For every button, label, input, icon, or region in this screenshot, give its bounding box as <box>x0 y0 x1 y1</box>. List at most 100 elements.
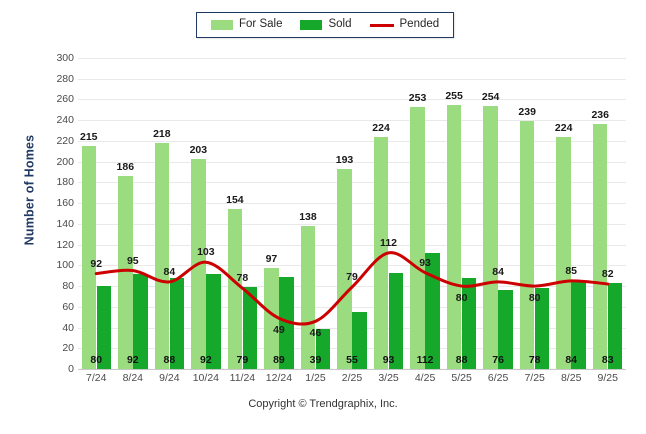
plot-area: 215 80 186 92 218 88 203 92 154 79 97 89 138 39 193 55 2… <box>78 58 626 370</box>
value-labels-layer: 215 80 186 92 218 88 203 92 154 79 97 89 138 39 193 55 2… <box>78 58 626 369</box>
value-label-for-sale: 186 <box>116 161 135 174</box>
x-axis-tick-label: 3/25 <box>378 372 399 384</box>
value-label-for-sale: 218 <box>153 128 171 140</box>
value-label-for-sale: 97 <box>265 253 278 266</box>
copyright-footer: Copyright © Trendgraphix, Inc. <box>248 398 398 410</box>
y-axis-tick-label: 60 <box>62 300 74 313</box>
legend-entry-pended[interactable]: Pended <box>369 19 439 31</box>
value-label-pended: 95 <box>126 254 139 267</box>
legend-entry-sold[interactable]: Sold <box>300 18 352 31</box>
value-label-pended: 80 <box>528 292 541 305</box>
bar-for-sale[interactable] <box>81 146 97 369</box>
x-axis-tick-label: 2/25 <box>341 372 363 384</box>
x-axis-tick-label: 12/24 <box>265 372 293 384</box>
x-axis-tick-label: 8/24 <box>122 372 144 384</box>
y-axis-tick-label: 300 <box>56 52 74 64</box>
value-label-sold: 39 <box>309 354 322 366</box>
gridline <box>78 348 626 350</box>
value-label-sold: 93 <box>382 354 395 366</box>
x-axis-tick-label: 4/25 <box>414 372 436 384</box>
value-label-sold: 84 <box>565 354 578 366</box>
value-label-for-sale: 236 <box>591 109 609 122</box>
gridline <box>78 327 626 329</box>
y-axis-tick-label: 240 <box>56 114 74 127</box>
y-axis-tick-label: 120 <box>56 238 74 251</box>
legend-label: For Sale <box>239 18 283 31</box>
value-label-pended: 46 <box>309 327 322 340</box>
value-label-sold: 55 <box>346 354 358 366</box>
value-label-sold: 83 <box>601 354 614 366</box>
value-label-for-sale: 253 <box>408 91 427 104</box>
value-label-for-sale: 215 <box>80 131 98 144</box>
value-label-sold: 88 <box>163 354 176 366</box>
x-axis-tick-label: 1/25 <box>305 372 326 384</box>
value-label-sold: 89 <box>273 354 285 366</box>
value-label-pended: 49 <box>273 324 285 337</box>
line-swatch-icon <box>369 23 394 27</box>
bar-sold[interactable] <box>315 328 331 369</box>
y-axis-tick-label: 160 <box>56 197 74 210</box>
y-axis-tick-label: 80 <box>62 280 74 293</box>
y-axis-tick-label: 260 <box>56 93 74 106</box>
x-axis-tick-label: 9/25 <box>597 372 618 384</box>
value-label-sold: 112 <box>416 354 434 366</box>
gridline <box>78 78 626 80</box>
value-label-sold: 92 <box>200 354 212 366</box>
x-axis-tick-label: 7/24 <box>86 372 107 384</box>
y-axis-tick-label: 220 <box>56 134 74 147</box>
y-axis-tick-label: 140 <box>56 217 74 230</box>
value-label-for-sale: 203 <box>189 143 208 156</box>
y-axis-title-label: Number of Homes <box>22 134 36 246</box>
x-axis-tick-label: 5/25 <box>451 372 472 384</box>
y-axis-tick-label: 280 <box>56 72 74 85</box>
value-label-sold: 78 <box>528 354 541 366</box>
chart-legend: For Sale Sold Pended <box>196 12 455 38</box>
value-label-for-sale: 254 <box>481 90 500 103</box>
y-axis-tick-label: 0 <box>68 363 74 375</box>
y-axis-tick-label: 100 <box>56 259 74 272</box>
square-swatch-icon <box>211 20 233 30</box>
x-axis-tick-label: 6/25 <box>487 372 509 384</box>
value-label-pended: 93 <box>419 256 431 269</box>
y-axis-tick-labels: 0 20 40 60 80 100 120 140 160 180 200 220 240 260 280 3… <box>40 52 74 375</box>
value-label-for-sale: 224 <box>554 121 573 134</box>
gridline <box>78 120 626 122</box>
bar-sold[interactable] <box>352 311 367 369</box>
value-label-pended: 84 <box>492 265 504 278</box>
value-label-pended: 84 <box>163 265 176 278</box>
value-label-pended: 79 <box>346 271 358 284</box>
value-label-pended: 112 <box>380 236 398 249</box>
value-label-sold: 88 <box>455 354 468 366</box>
value-label-pended: 103 <box>197 246 215 259</box>
gridline <box>78 99 626 101</box>
gridline <box>78 223 626 225</box>
value-label-for-sale: 255 <box>445 89 463 102</box>
y-axis-tick-label: 40 <box>62 321 74 334</box>
x-axis-tick-label: 8/25 <box>560 372 582 384</box>
value-label-sold: 92 <box>126 354 139 366</box>
gridline <box>78 161 626 163</box>
gridline <box>78 140 626 142</box>
value-label-sold: 80 <box>90 354 103 366</box>
bar-sold[interactable] <box>607 282 623 369</box>
square-swatch-icon <box>300 20 323 30</box>
y-axis-title: Number of Homes <box>16 0 42 380</box>
x-axis-tick-label: 10/24 <box>192 372 219 384</box>
x-axis-tick-label: 7/25 <box>524 372 545 384</box>
value-label-for-sale: 224 <box>372 121 390 134</box>
x-axis-tick-label: 9/24 <box>159 372 180 384</box>
legend-label: Sold <box>328 18 352 31</box>
value-label-for-sale: 239 <box>518 106 536 119</box>
value-label-pended: 80 <box>455 292 468 305</box>
value-label-for-sale: 154 <box>226 194 244 207</box>
value-label-pended: 85 <box>565 264 578 277</box>
legend-entry-for-sale[interactable]: For Sale <box>211 19 282 31</box>
x-axis-tick-labels: 7/24 8/24 9/24 10/24 11/24 12/24 1/25 2/25 3/25 4… <box>78 372 626 388</box>
value-label-pended: 92 <box>90 257 103 270</box>
gridline <box>78 182 626 184</box>
value-label-pended: 82 <box>601 267 614 280</box>
value-label-for-sale: 138 <box>299 210 317 223</box>
y-axis-tick-label: 180 <box>56 176 74 189</box>
value-label-sold: 79 <box>236 354 249 366</box>
